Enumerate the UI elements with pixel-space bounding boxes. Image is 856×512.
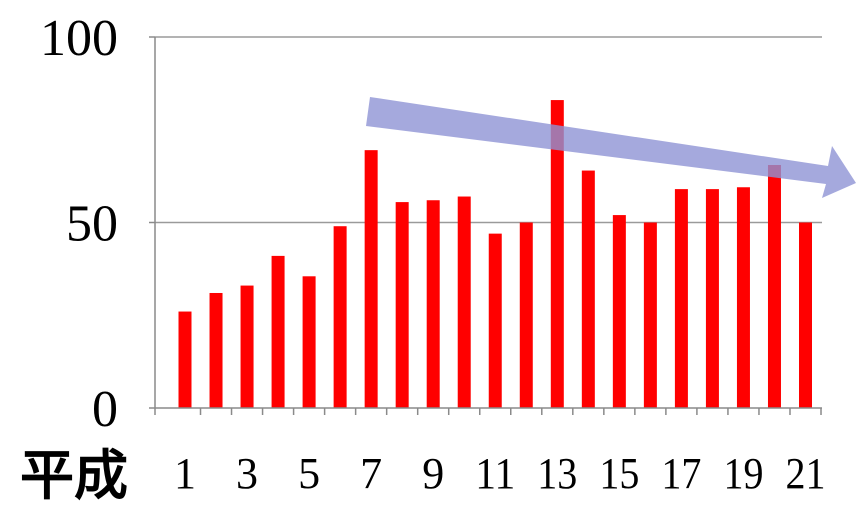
bar	[240, 285, 254, 408]
bar	[612, 215, 626, 408]
bar	[581, 170, 595, 408]
x-tick-label: 15	[599, 449, 639, 498]
y-tick-label: 50	[66, 196, 118, 253]
bar	[178, 311, 192, 408]
bar	[426, 200, 440, 408]
y-tick-label: 0	[92, 381, 118, 438]
x-tick-label: 21	[786, 449, 826, 498]
bar	[736, 187, 750, 408]
bar	[209, 292, 223, 408]
x-tick-label: 19	[723, 449, 763, 498]
x-tick-label: 9	[422, 449, 444, 498]
x-tick-label: 1	[174, 449, 196, 498]
x-axis-label: 平成	[20, 444, 128, 507]
y-tick-labels: 0 50 100	[40, 10, 118, 438]
bar	[674, 189, 688, 408]
x-tick-label: 3	[236, 449, 258, 498]
x-tick-label: 13	[537, 449, 577, 498]
x-tick-labels: 1 3 5 7 9 11 13 15 17 19 21	[174, 449, 826, 498]
x-tick-label: 11	[475, 449, 515, 498]
y-tick-label: 100	[40, 10, 118, 67]
bar	[457, 196, 471, 408]
bar	[519, 222, 533, 408]
x-tick-label: 7	[360, 449, 382, 498]
bars	[178, 100, 812, 408]
bar	[395, 202, 409, 408]
bar	[488, 233, 502, 408]
trend-arrow-shape	[366, 97, 856, 198]
x-tick-label: 5	[298, 449, 320, 498]
bar	[705, 189, 719, 408]
bar	[799, 222, 812, 408]
bar	[333, 226, 347, 408]
bar	[767, 164, 781, 408]
bar	[302, 276, 316, 408]
x-tick-label: 17	[661, 449, 701, 498]
bar	[271, 255, 285, 408]
axes	[149, 36, 822, 415]
bar	[364, 150, 378, 408]
bar	[643, 222, 657, 408]
trend-arrow	[366, 97, 856, 198]
bar	[550, 100, 564, 408]
